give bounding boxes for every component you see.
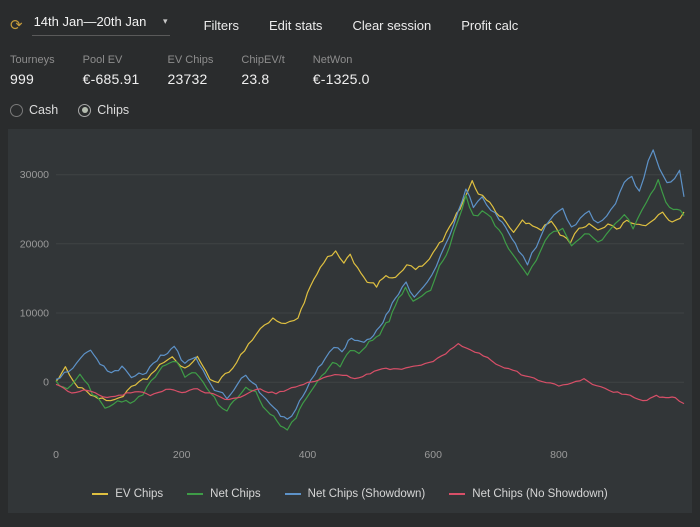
- stat-ev-chips: EV Chips 23732: [168, 54, 214, 87]
- legend-item-net-chips[interactable]: Net Chips: [187, 488, 261, 500]
- stat-label: Pool EV: [82, 54, 123, 66]
- radio-label: Cash: [29, 103, 59, 117]
- radio-option-cash[interactable]: Cash: [10, 103, 58, 117]
- menu-item-edit-stats[interactable]: Edit stats: [268, 17, 323, 33]
- legend-item-ev-chips[interactable]: EV Chips: [92, 488, 163, 500]
- radio-unchecked-icon: [10, 103, 23, 117]
- refresh-icon[interactable]: [10, 18, 23, 33]
- x-axis-tick-label: 400: [299, 449, 317, 461]
- x-axis-tick-label: 600: [424, 449, 442, 461]
- toolbar: 14th Jan—20th Jan Filters Edit stats Cle…: [0, 0, 700, 36]
- legend-label: Net Chips: [210, 488, 261, 500]
- series-line-net-chips-showdown: [55, 149, 685, 420]
- y-axis-tick-label: 10000: [20, 308, 49, 320]
- stat-label: Tourneys: [10, 54, 55, 66]
- mode-toggle: Cash Chips: [0, 91, 700, 123]
- stat-value: 23732: [167, 71, 208, 87]
- stat-value: €-1325.0: [312, 71, 370, 87]
- stat-netwon: NetWon €-1325.0: [313, 54, 370, 87]
- legend-label: Net Chips (No Showdown): [472, 488, 608, 500]
- y-axis-tick-label: 0: [43, 377, 49, 389]
- legend-line-marker: [284, 493, 301, 495]
- y-axis-tick-label: 20000: [20, 238, 49, 250]
- legend-item-net-chips-showdown[interactable]: Net Chips (Showdown): [284, 488, 426, 500]
- legend-line-marker: [187, 493, 204, 495]
- results-line-chart: 0 10000 20000 30000 0 200 400 600 800: [20, 149, 685, 461]
- x-axis-tick-label: 0: [53, 449, 59, 461]
- stat-label: NetWon: [312, 54, 353, 66]
- toolbar-menu: Filters Edit stats Clear session Profit …: [204, 18, 519, 33]
- radio-label: Chips: [97, 103, 130, 117]
- x-axis-tick-label: 200: [173, 449, 191, 461]
- menu-item-filters[interactable]: Filters: [203, 17, 239, 33]
- stat-tourneys: Tourneys 999: [10, 54, 55, 87]
- radio-checked-icon: [78, 103, 92, 117]
- series-line-net-chips-no-showdown: [55, 343, 685, 405]
- date-range-dropdown[interactable]: 14th Jan—20th Jan: [31, 14, 170, 36]
- chart-panel: 0 10000 20000 30000 0 200 400 600 800 EV Chips Ne…: [8, 129, 692, 513]
- x-axis-tick-label: 800: [550, 449, 568, 461]
- date-range-label: 14th Jan—20th Jan: [33, 14, 147, 29]
- stat-value: 999: [10, 71, 34, 87]
- legend-line-marker: [92, 493, 109, 495]
- chart-legend: EV Chips Net Chips Net Chips (Showdown) Net…: [10, 477, 690, 511]
- legend-line-marker: [449, 493, 466, 495]
- menu-item-profit-calc[interactable]: Profit calc: [461, 17, 519, 33]
- stat-chipev-per-t: ChipEV/t 23.8: [241, 54, 284, 87]
- stat-value: €-685.91: [82, 71, 140, 87]
- stat-value: 23.8: [241, 71, 270, 87]
- legend-label: EV Chips: [115, 488, 164, 500]
- menu-item-clear-session[interactable]: Clear session: [352, 17, 432, 33]
- stat-pool-ev: Pool EV €-685.91: [83, 54, 140, 87]
- stats-bar: Tourneys 999 Pool EV €-685.91 EV Chips 2…: [0, 36, 700, 91]
- stat-label: EV Chips: [167, 54, 214, 66]
- chevron-down-icon: [163, 16, 168, 27]
- series-line-ev-chips: [55, 180, 685, 402]
- legend-label: Net Chips (Showdown): [307, 488, 426, 500]
- stat-label: ChipEV/t: [241, 54, 285, 66]
- y-axis-tick-label: 30000: [20, 169, 49, 181]
- series-line-net-chips: [55, 179, 685, 431]
- app-window: 14th Jan—20th Jan Filters Edit stats Cle…: [0, 0, 700, 513]
- legend-item-net-chips-no-showdown[interactable]: Net Chips (No Showdown): [449, 488, 608, 500]
- radio-option-chips[interactable]: Chips: [78, 103, 129, 117]
